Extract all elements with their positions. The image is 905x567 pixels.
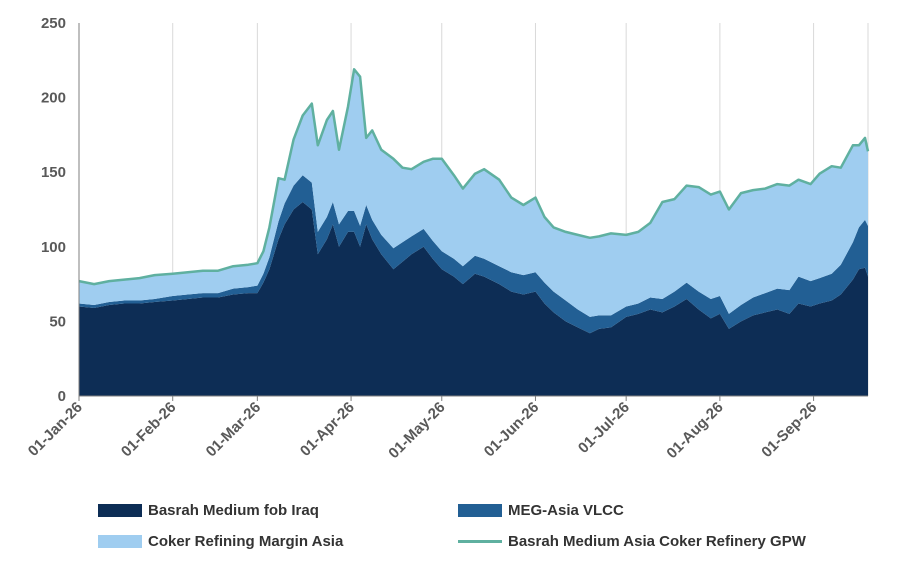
legend-swatch [458, 503, 502, 517]
y-tick-label: 200 [41, 90, 66, 107]
y-tick-label: 100 [41, 239, 66, 256]
legend-item-meg-asia-vlcc: MEG-Asia VLCC [458, 500, 624, 520]
y-tick-label: 0 [58, 388, 66, 405]
legend-swatch [458, 539, 502, 543]
legend-swatch [98, 534, 142, 548]
y-axis-ticks: 0 50 100 150 200 250 [41, 15, 66, 405]
legend-label: MEG-Asia VLCC [508, 501, 624, 519]
legend-label: Basrah Medium Asia Coker Refinery GPW [508, 532, 806, 550]
legend-swatch [98, 503, 142, 517]
legend-label: Coker Refining Margin Asia [148, 532, 344, 550]
y-tick-label: 150 [41, 164, 66, 181]
area-series-0 [79, 202, 868, 396]
y-tick-label: 50 [49, 313, 66, 330]
legend-label: Basrah Medium fob Iraq [148, 501, 319, 519]
area-series-2 [79, 69, 868, 317]
legend-item-coker-gpw: Basrah Medium Asia Coker Refinery GPW [458, 531, 806, 551]
line-series-3 [78, 68, 870, 286]
legend-item-coker-margin: Coker Refining Margin Asia [98, 531, 343, 551]
legend-item-basrah-fob: Basrah Medium fob Iraq [98, 500, 319, 520]
y-tick-label: 250 [41, 15, 66, 32]
axes [78, 23, 868, 397]
line-series [78, 68, 870, 286]
area-series [79, 69, 868, 396]
